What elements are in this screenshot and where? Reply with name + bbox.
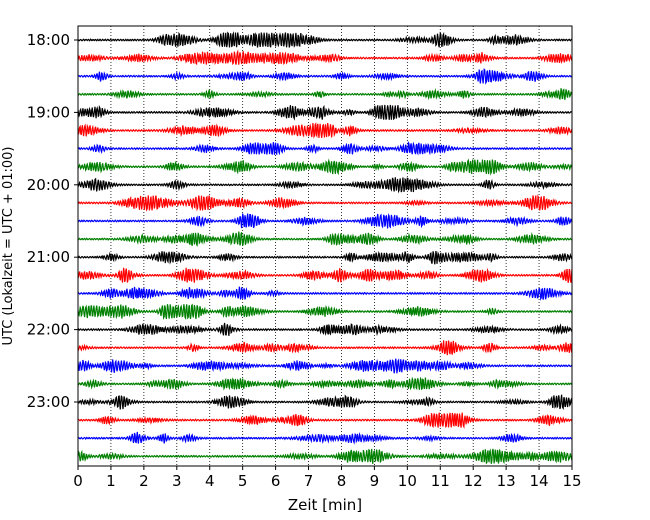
trace-line-2330	[77, 431, 573, 445]
trace-line-2345	[77, 448, 573, 465]
trace-line-2045	[77, 231, 573, 247]
trace-line-2245	[77, 376, 573, 391]
trace-line-1945	[77, 158, 573, 176]
x-axis: 0 1 2 3 4 5 6 7 8 9 10 11 12 13 14 15	[73, 466, 582, 490]
x-tick-label: 8	[337, 472, 347, 490]
x-tick-label: 0	[73, 472, 83, 490]
trace-line-2115	[77, 267, 573, 283]
y-tick-label: 21:00	[27, 248, 70, 266]
x-tick-label: 2	[139, 472, 149, 490]
x-tick-label: 1	[106, 472, 116, 490]
x-tick-label: 4	[205, 472, 215, 490]
y-tick-label: 20:00	[27, 176, 70, 194]
trace-line-2100	[77, 250, 573, 265]
x-tick-label: 14	[530, 472, 549, 490]
trace-line-1830	[77, 68, 573, 85]
trace-line-2130	[77, 286, 573, 301]
x-tick-label: 9	[370, 472, 380, 490]
x-tick-label: 3	[172, 472, 182, 490]
x-tick-label: 7	[304, 472, 314, 490]
grid-lines	[110, 26, 540, 466]
y-axis: 18:00 19:00 20:00 21:00 22:00 23:00	[27, 31, 78, 411]
trace-line-2000	[77, 177, 573, 194]
trace-line-1930	[77, 140, 573, 156]
y-tick-label: 23:00	[27, 393, 70, 411]
plot-frame	[77, 25, 573, 467]
trace-line-1900	[77, 104, 573, 121]
trace-line-1800	[77, 31, 573, 48]
seismic-traces	[77, 31, 573, 465]
x-axis-label: Zeit [min]	[288, 496, 362, 514]
trace-line-1915	[77, 122, 573, 139]
y-axis-label: UTC (Lokalzeit = UTC + 01:00)	[1, 147, 16, 346]
x-tick-label: 11	[431, 472, 450, 490]
x-tick-label: 6	[271, 472, 281, 490]
x-tick-label: 12	[464, 472, 483, 490]
y-tick-label: 18:00	[27, 31, 70, 49]
trace-line-2315	[77, 412, 573, 429]
trace-line-2145	[77, 303, 573, 321]
trace-line-2200	[77, 322, 573, 337]
trace-line-2030	[77, 212, 573, 229]
x-tick-label: 5	[238, 472, 248, 490]
x-tick-label: 15	[562, 472, 581, 490]
trace-line-2215	[77, 340, 573, 356]
trace-line-1845	[77, 88, 573, 101]
trace-line-2015	[77, 194, 573, 212]
x-tick-label: 10	[398, 472, 417, 490]
x-tick-label: 13	[497, 472, 516, 490]
y-tick-label: 19:00	[27, 103, 70, 121]
trace-line-2230	[77, 358, 573, 374]
trace-line-1815	[77, 49, 573, 66]
y-tick-label: 22:00	[27, 321, 70, 339]
trace-line-2300	[77, 394, 573, 411]
